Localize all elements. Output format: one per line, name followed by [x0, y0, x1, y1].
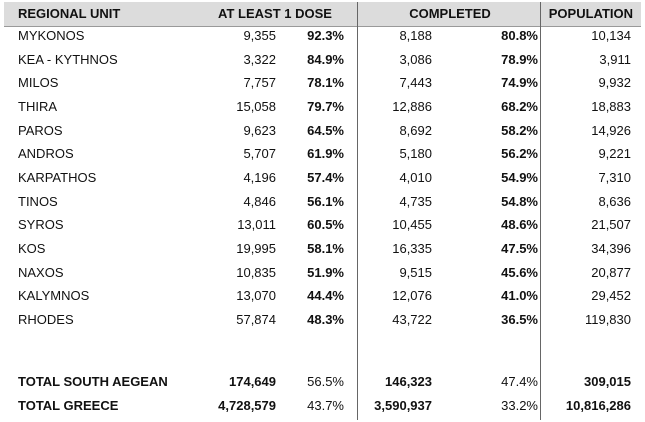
- regional-unit: RHODES: [18, 312, 74, 328]
- completed-pct: 54.8%: [501, 193, 538, 209]
- first-dose-count: 15,058: [236, 99, 276, 114]
- regional-unit: MYKONOS: [18, 28, 85, 43]
- completed-count: 9,515: [399, 264, 432, 280]
- completed-pct: 58.2%: [501, 122, 538, 138]
- first-dose-count: 19,995: [236, 241, 276, 257]
- population: 7,310: [598, 170, 631, 186]
- population: 3,911: [599, 51, 631, 67]
- completed-pct: 41.0%: [501, 288, 538, 304]
- regional-unit: THIRA: [18, 99, 57, 114]
- completed-pct: 74.9%: [501, 75, 538, 91]
- first-dose-count: 9,355: [243, 28, 276, 43]
- population: 9,221: [598, 146, 631, 162]
- completed-count: 4,735: [399, 193, 432, 209]
- first-dose-pct: 56.1%: [307, 193, 344, 209]
- completed-count: 146,323: [385, 374, 432, 389]
- first-dose-count: 4,196: [243, 170, 276, 186]
- header-cell: COMPLETED: [409, 6, 491, 21]
- completed-pct: 45.6%: [501, 264, 538, 280]
- population: 9,932: [598, 75, 631, 91]
- completed-pct: 48.6%: [501, 217, 538, 233]
- first-dose-pct: 64.5%: [307, 122, 344, 138]
- first-dose-pct: 48.3%: [307, 312, 344, 328]
- first-dose-pct: 56.5%: [307, 374, 344, 389]
- completed-pct: 68.2%: [501, 99, 538, 114]
- first-dose-count: 5,707: [243, 146, 276, 162]
- completed-pct: 47.4%: [501, 374, 538, 389]
- completed-count: 7,443: [399, 75, 432, 91]
- completed-count: 16,335: [392, 241, 432, 257]
- first-dose-count: 174,649: [229, 374, 276, 389]
- completed-count: 8,692: [399, 122, 432, 138]
- regional-unit: PAROS: [18, 122, 63, 138]
- first-dose-pct: 84.9%: [307, 51, 344, 67]
- regional-unit: TOTAL GREECE: [18, 398, 119, 413]
- completed-pct: 36.5%: [501, 312, 538, 328]
- first-dose-count: 4,728,579: [218, 398, 276, 413]
- column-divider: [357, 2, 358, 420]
- regional-unit: KALYMNOS: [18, 288, 90, 304]
- population: 20,877: [591, 264, 631, 280]
- first-dose-count: 13,070: [236, 288, 276, 304]
- first-dose-pct: 78.1%: [307, 75, 344, 91]
- completed-pct: 56.2%: [501, 146, 538, 162]
- first-dose-pct: 44.4%: [307, 288, 344, 304]
- first-dose-pct: 57.4%: [307, 170, 344, 186]
- completed-pct: 47.5%: [501, 241, 538, 257]
- completed-pct: 33.2%: [501, 398, 538, 413]
- population: 10,816,286: [565, 398, 631, 413]
- completed-pct: 78.9%: [501, 51, 538, 67]
- first-dose-count: 10,835: [236, 264, 276, 280]
- completed-pct: 54.9%: [501, 170, 538, 186]
- first-dose-count: 9,623: [243, 122, 276, 138]
- header-cell: POPULATION: [548, 6, 633, 21]
- regional-unit: ANDROS: [18, 146, 74, 162]
- first-dose-pct: 61.9%: [307, 146, 344, 162]
- first-dose-count: 4,846: [243, 193, 276, 209]
- regional-unit: TINOS: [18, 193, 58, 209]
- first-dose-pct: 43.7%: [307, 398, 344, 413]
- population: 119,830: [584, 312, 631, 328]
- completed-count: 4,010: [399, 170, 432, 186]
- population: 8,636: [598, 193, 631, 209]
- population: 29,452: [591, 288, 631, 304]
- completed-count: 12,076: [392, 288, 432, 304]
- first-dose-pct: 60.5%: [307, 217, 344, 233]
- regional-unit: SYROS: [18, 217, 64, 233]
- first-dose-pct: 79.7%: [307, 99, 344, 114]
- regional-unit: KARPATHOS: [18, 170, 97, 186]
- population: 18,883: [591, 99, 631, 114]
- population: 10,134: [591, 28, 631, 43]
- first-dose-pct: 51.9%: [307, 264, 344, 280]
- regional-unit: TOTAL SOUTH AEGEAN: [18, 374, 168, 389]
- first-dose-count: 3,322: [243, 51, 276, 67]
- regional-unit: KOS: [18, 241, 46, 257]
- completed-count: 12,886: [392, 99, 432, 114]
- completed-count: 43,722: [392, 312, 432, 328]
- first-dose-pct: 92.3%: [307, 28, 344, 43]
- header-band: [4, 2, 641, 27]
- completed-count: 5,180: [399, 146, 432, 162]
- completed-count: 3,086: [399, 51, 432, 67]
- header-cell: AT LEAST 1 DOSE: [218, 6, 332, 21]
- population: 21,507: [591, 217, 631, 233]
- completed-count: 10,455: [392, 217, 432, 233]
- first-dose-count: 57,874: [236, 312, 276, 328]
- header-cell: REGIONAL UNIT: [18, 6, 121, 21]
- first-dose-pct: 58.1%: [307, 241, 344, 257]
- completed-pct: 80.8%: [501, 28, 538, 43]
- population: 14,926: [591, 122, 631, 138]
- first-dose-count: 13,011: [237, 217, 276, 233]
- completed-count: 8,188: [399, 28, 432, 43]
- regional-unit: KEA - KYTHNOS: [18, 51, 118, 67]
- column-divider: [540, 2, 541, 420]
- completed-count: 3,590,937: [374, 398, 432, 413]
- regional-unit: NAXOS: [18, 264, 64, 280]
- population: 309,015: [584, 374, 631, 389]
- population: 34,396: [591, 241, 631, 257]
- first-dose-count: 7,757: [243, 75, 276, 91]
- regional-unit: MILOS: [18, 75, 59, 91]
